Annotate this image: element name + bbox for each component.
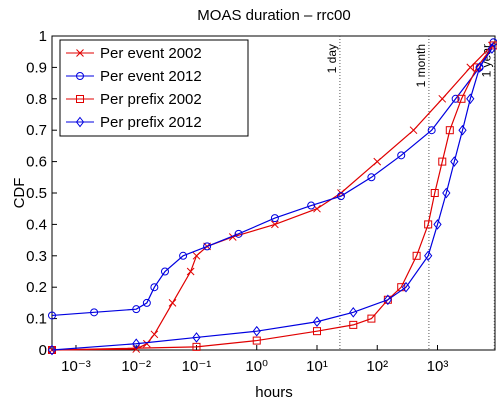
legend-box: [59, 39, 249, 137]
marker: [76, 72, 84, 80]
marker: [192, 332, 201, 343]
chart-title: MOAS duration – rrc00: [197, 7, 350, 24]
marker: [397, 151, 406, 160]
x-tick-label: 10³: [427, 358, 449, 375]
marker: [76, 95, 84, 103]
x-axis-label: hours: [255, 384, 293, 401]
y-tick-label: 0.7: [26, 122, 47, 139]
marker: [132, 305, 141, 314]
marker: [252, 325, 261, 337]
marker: [424, 250, 433, 262]
y-tick-label: 1: [39, 28, 47, 45]
marker: [192, 342, 201, 351]
marker: [367, 173, 376, 182]
x-tick-label: 10⁰: [245, 358, 268, 375]
marker: [457, 94, 466, 103]
y-axis-label: CDF: [11, 178, 28, 209]
marker: [234, 229, 243, 238]
marker: [430, 189, 439, 197]
marker: [412, 251, 421, 260]
marker: [458, 124, 467, 136]
series-line: [51, 48, 493, 351]
marker: [312, 327, 321, 336]
y-tick-label: 0.3: [26, 248, 47, 265]
marker: [367, 314, 376, 323]
legend-label: Per event 2012: [100, 68, 202, 85]
marker: [472, 63, 481, 72]
marker: [132, 345, 141, 353]
marker: [271, 220, 279, 229]
marker: [150, 330, 159, 339]
y-tick-label: 0.8: [26, 91, 47, 108]
series-line: [51, 41, 495, 317]
marker: [48, 311, 56, 320]
marker: [349, 320, 358, 329]
marker: [401, 281, 411, 293]
x-tick-label: 10¹: [306, 358, 328, 375]
marker: [433, 219, 442, 230]
marker: [142, 339, 151, 348]
marker: [373, 157, 382, 166]
marker: [312, 316, 322, 328]
marker: [442, 187, 451, 199]
marker: [466, 93, 475, 105]
marker: [409, 126, 418, 135]
annotation-text: 1 day: [325, 44, 339, 73]
marker: [489, 41, 497, 50]
legend-label: Per event 2002: [100, 45, 202, 62]
y-tick-label: 0.2: [26, 279, 47, 296]
x-tick-label: 10⁻³: [61, 358, 91, 375]
x-tick-label: 10⁻¹: [182, 358, 212, 375]
y-tick-label: 0.4: [26, 216, 47, 233]
marker: [179, 251, 188, 260]
marker: [438, 157, 447, 166]
marker: [160, 267, 169, 276]
marker: [252, 336, 261, 345]
marker: [47, 344, 57, 356]
legend-label: Per prefix 2002: [100, 91, 202, 108]
marker: [336, 192, 345, 201]
marker: [466, 63, 475, 72]
y-tick-label: 0.5: [26, 185, 47, 202]
marker: [76, 49, 84, 57]
legend-label: Per prefix 2012: [100, 114, 202, 131]
series-line: [51, 45, 494, 351]
marker: [270, 214, 279, 223]
marker: [203, 242, 212, 251]
y-tick-label: 0.6: [26, 154, 47, 171]
annotation-text: 1 month: [414, 44, 428, 87]
marker: [438, 94, 447, 103]
y-tick-label: 0: [39, 342, 47, 359]
marker: [168, 299, 177, 307]
marker: [192, 251, 201, 260]
marker: [475, 62, 484, 73]
marker: [90, 308, 99, 317]
marker: [142, 298, 151, 307]
marker: [186, 267, 195, 276]
marker: [445, 126, 454, 135]
marker: [424, 220, 433, 229]
marker: [307, 201, 316, 210]
marker: [427, 126, 436, 135]
y-tick-label: 0.9: [26, 59, 47, 76]
x-tick-label: 10⁻²: [121, 358, 151, 375]
y-tick-label: 0.1: [26, 311, 47, 328]
marker: [150, 283, 159, 292]
marker: [383, 294, 392, 306]
marker: [75, 116, 85, 128]
marker: [487, 43, 497, 54]
x-tick-label: 10²: [366, 358, 388, 375]
marker: [132, 338, 141, 350]
marker: [349, 307, 358, 318]
marker: [450, 156, 459, 167]
marker: [451, 94, 460, 103]
